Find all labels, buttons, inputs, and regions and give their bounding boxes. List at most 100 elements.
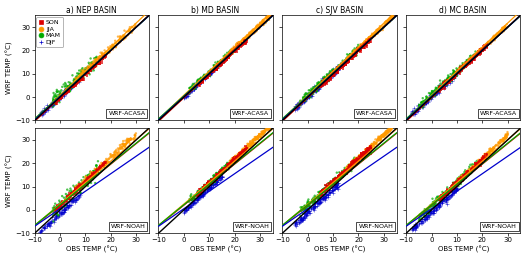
Point [350, 156, 359, 160]
Point [68, 197, 77, 201]
Point [463, 170, 472, 174]
Point [196, 80, 204, 84]
Point [474, 158, 482, 162]
Point [312, 204, 321, 208]
Point [213, 66, 221, 70]
Point [93, 60, 101, 64]
Point [360, 153, 368, 157]
Point [419, 211, 427, 215]
Point [384, 20, 392, 24]
Point [196, 80, 205, 84]
Point [200, 185, 209, 189]
Point [423, 214, 431, 219]
Point [457, 178, 465, 182]
Point [321, 188, 329, 192]
Point [203, 72, 211, 76]
Point [471, 160, 480, 164]
Point [246, 32, 254, 37]
Point [326, 182, 335, 186]
Point [73, 187, 81, 191]
Point [450, 73, 459, 77]
Point [409, 226, 417, 230]
Point [450, 184, 459, 188]
Point [353, 156, 361, 161]
Point [329, 191, 337, 195]
Point [348, 53, 357, 57]
Point [95, 166, 103, 170]
Point [244, 34, 252, 38]
Point [191, 84, 199, 88]
Point [477, 47, 485, 52]
Point [239, 38, 248, 42]
Point [98, 162, 106, 167]
Point [207, 177, 215, 182]
Point [245, 36, 254, 40]
Point [231, 49, 240, 53]
Point [241, 37, 249, 41]
Point [57, 210, 66, 214]
Point [450, 74, 458, 78]
Point [444, 81, 453, 85]
Point [470, 167, 479, 171]
Point [327, 181, 335, 185]
Point [364, 147, 372, 152]
Point [197, 80, 206, 84]
Point [358, 45, 367, 49]
Point [375, 138, 383, 142]
Point [450, 73, 458, 77]
Point [355, 157, 363, 161]
Point [100, 55, 108, 59]
Point [470, 53, 479, 57]
Point [76, 186, 85, 190]
Point [316, 189, 325, 193]
Point [426, 92, 434, 96]
Point [86, 173, 95, 177]
Point [196, 188, 205, 192]
Point [363, 40, 372, 45]
Point [355, 157, 363, 161]
Point [324, 74, 332, 78]
Point [40, 110, 48, 114]
Point [209, 177, 218, 181]
Point [387, 128, 396, 132]
Point [243, 146, 251, 150]
Point [124, 138, 132, 142]
Point [188, 86, 196, 90]
Point [306, 93, 315, 97]
Point [240, 38, 249, 42]
Point [200, 76, 209, 81]
Point [371, 32, 380, 36]
Point [329, 68, 337, 73]
Point [87, 177, 95, 182]
Point [347, 55, 356, 60]
Point [61, 206, 69, 211]
Point [244, 144, 252, 148]
Point [414, 107, 423, 111]
Point [99, 52, 107, 56]
Point [481, 153, 490, 157]
Point [259, 19, 267, 23]
Point [72, 189, 80, 193]
Point [61, 199, 69, 203]
Point [257, 135, 266, 139]
Point [88, 173, 96, 177]
Point [305, 95, 313, 99]
Point [87, 172, 96, 176]
Point [77, 75, 86, 79]
Point [302, 96, 311, 100]
Point [185, 197, 194, 201]
Point [427, 203, 436, 207]
Point [349, 162, 358, 166]
Point [57, 204, 65, 208]
Point [78, 75, 87, 79]
Point [336, 171, 345, 176]
Point [482, 153, 491, 157]
Point [471, 52, 480, 56]
Point [352, 160, 361, 164]
Point [72, 192, 80, 196]
Point [348, 53, 356, 57]
Point [458, 177, 466, 181]
Point [103, 160, 112, 164]
Point [471, 164, 479, 169]
Point [461, 61, 469, 65]
